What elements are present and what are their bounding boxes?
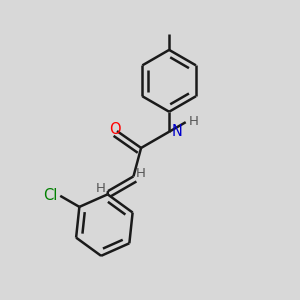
Text: Cl: Cl — [43, 188, 57, 203]
Text: H: H — [136, 167, 146, 180]
Text: O: O — [109, 122, 120, 137]
Text: H: H — [96, 182, 106, 195]
Text: H: H — [189, 115, 199, 128]
Text: N: N — [172, 124, 183, 139]
